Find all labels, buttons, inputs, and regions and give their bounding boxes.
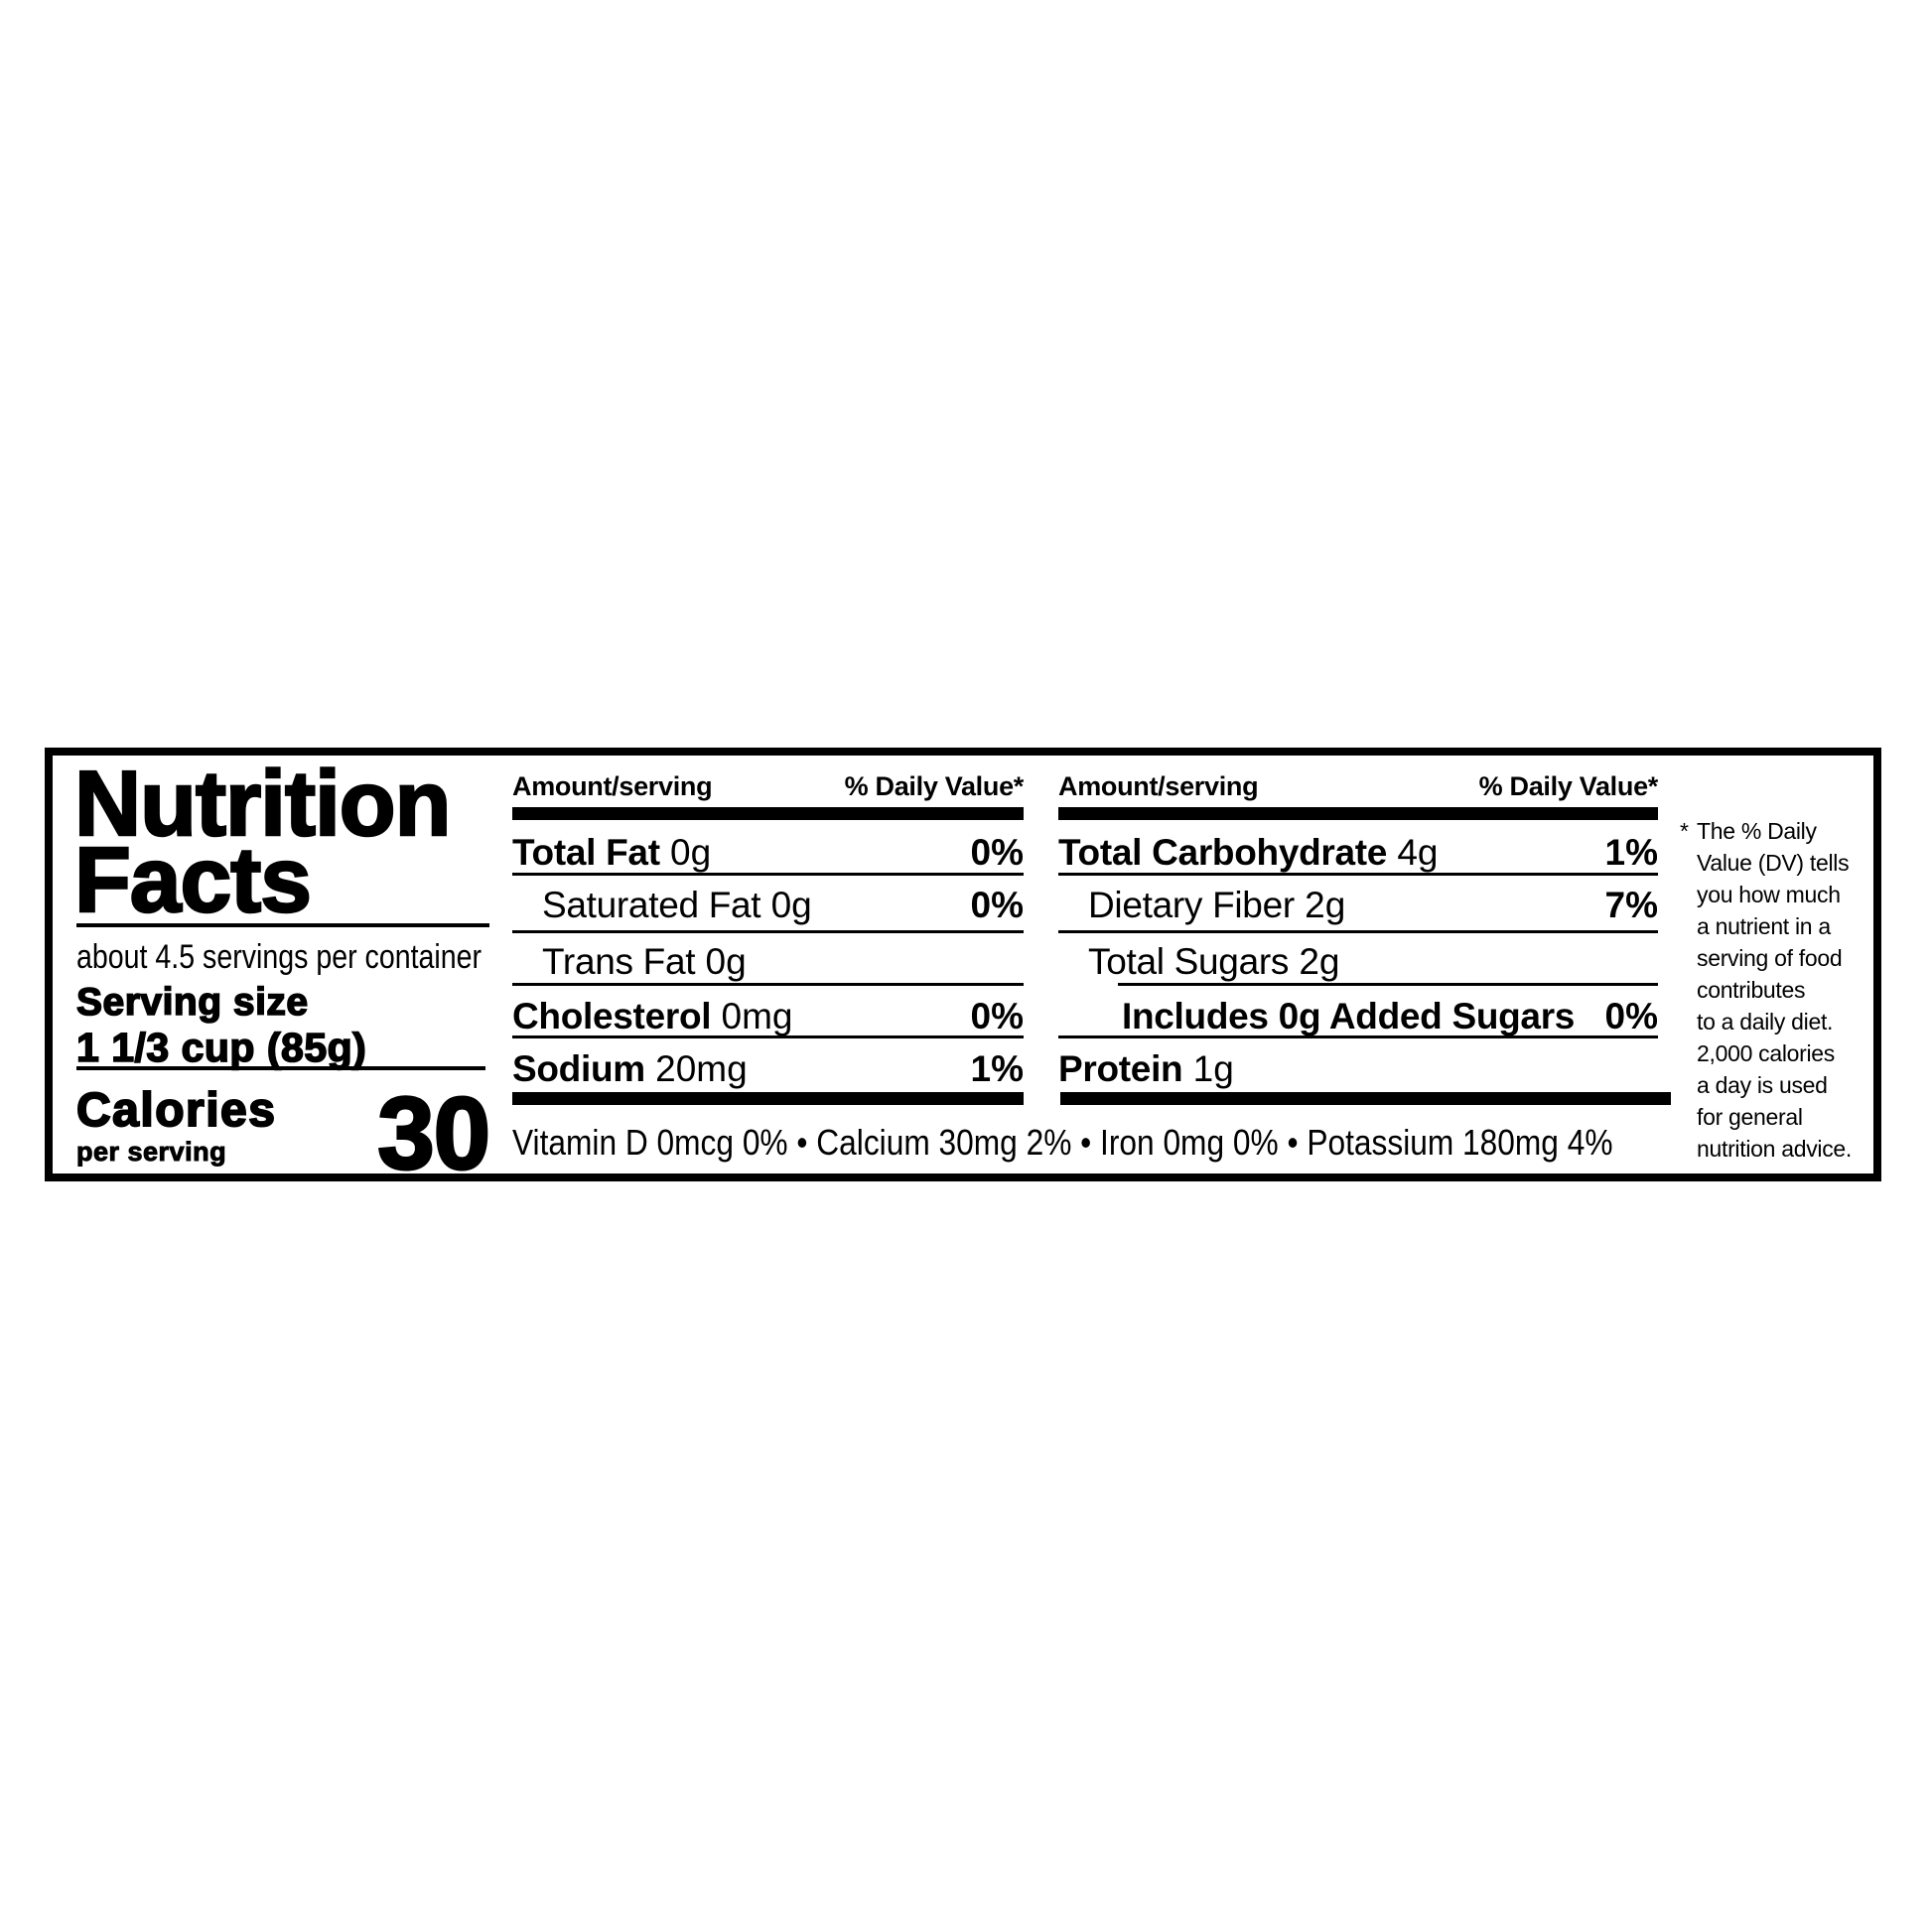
nutrient-dv: 1%: [1604, 832, 1658, 873]
calories-sublabel: per serving: [75, 1137, 227, 1168]
daily-value-header: % Daily Value*: [844, 771, 1025, 801]
nutrient-name: Total Fat: [512, 832, 660, 873]
nutrient-dv: 0%: [970, 885, 1024, 925]
nutrient-name: Includes 0g Added Sugars: [1122, 996, 1576, 1036]
table-row-sodium: Sodium 20mg 1%: [512, 1048, 1024, 1090]
nutrient-amount: 0mg: [721, 996, 793, 1036]
table-row-total-fat: Total Fat 0g 0%: [512, 832, 1024, 874]
footnote-asterisk: *: [1680, 818, 1689, 844]
nutrient-name: Trans Fat: [542, 941, 696, 982]
row-divider: [1058, 930, 1658, 933]
footer-bar: [512, 1092, 1024, 1105]
row-divider: [1058, 1035, 1658, 1038]
row-divider: [512, 1035, 1024, 1038]
column-1-header: Amount/serving % Daily Value*: [512, 771, 1024, 802]
nutrient-name: Dietary Fiber: [1088, 885, 1295, 925]
column-2-header: Amount/serving % Daily Value*: [1058, 771, 1658, 802]
footnote-text: The % Daily Value (DV) tells you how muc…: [1697, 818, 1852, 1162]
nutrient-name: Cholesterol: [512, 996, 712, 1036]
micronutrients-line: Vitamin D 0mcg 0% • Calcium 30mg 2% • Ir…: [512, 1122, 1613, 1163]
row-divider: [1058, 873, 1658, 876]
table-row-saturated-fat: Saturated Fat 0g 0%: [512, 885, 1024, 926]
row-divider-indented: [1118, 983, 1658, 986]
table-row-total-carbohydrate: Total Carbohydrate 4g 1%: [1058, 832, 1658, 874]
footer-bar: [1060, 1092, 1671, 1105]
table-row-trans-fat: Trans Fat 0g: [512, 941, 1024, 983]
nutrient-amount: 20mg: [655, 1048, 748, 1089]
nutrient-dv: 1%: [970, 1048, 1024, 1089]
calories-label: Calories: [75, 1083, 277, 1138]
daily-value-header: % Daily Value*: [1478, 771, 1659, 801]
nutrient-amount: 2g: [1299, 941, 1340, 982]
nutrient-column-1: Amount/serving % Daily Value* Total Fat …: [512, 756, 1024, 1173]
panel-title: Nutrition Facts: [73, 752, 453, 931]
nutrient-dv: 7%: [1604, 885, 1658, 925]
title-divider-rule: [76, 923, 489, 927]
nutrient-name: Saturated Fat: [542, 885, 761, 925]
nutrient-name: Sodium: [512, 1048, 645, 1089]
row-divider: [512, 930, 1024, 933]
header-bar: [512, 807, 1024, 820]
nutrient-dv: 0%: [1604, 996, 1658, 1036]
table-row-protein: Protein 1g: [1058, 1048, 1658, 1090]
serving-size-label: Serving size: [75, 980, 309, 1025]
nutrient-amount: 4g: [1397, 832, 1439, 873]
daily-value-footnote: * The % Daily Value (DV) tells you how m…: [1680, 815, 1888, 1165]
nutrient-amount: 1g: [1192, 1048, 1234, 1089]
row-divider: [512, 873, 1024, 876]
serving-size-value: 1 1/3 cup (85g): [75, 1024, 367, 1071]
nutrient-name: Total Sugars: [1088, 941, 1290, 982]
nutrient-amount: 0g: [770, 885, 812, 925]
servings-per-container: about 4.5 servings per container: [76, 938, 483, 976]
nutrient-amount: 2g: [1305, 885, 1346, 925]
nutrient-name: Protein: [1058, 1048, 1183, 1089]
nutrient-name: Total Carbohydrate: [1058, 832, 1388, 873]
calories-value: 30: [376, 1075, 492, 1192]
header-bar: [1058, 807, 1658, 820]
table-row-dietary-fiber: Dietary Fiber 2g 7%: [1058, 885, 1658, 926]
nutrient-dv: 0%: [970, 832, 1024, 873]
nutrient-dv: 0%: [970, 996, 1024, 1036]
table-row-cholesterol: Cholesterol 0mg 0%: [512, 996, 1024, 1037]
calories-divider-rule: [76, 1066, 485, 1070]
row-divider: [512, 983, 1024, 986]
amount-per-serving-header: Amount/serving: [512, 771, 713, 801]
nutrient-amount: 0g: [705, 941, 747, 982]
table-row-added-sugars: Includes 0g Added Sugars 0%: [1058, 996, 1658, 1037]
nutrient-amount: 0g: [670, 832, 712, 873]
table-row-total-sugars: Total Sugars 2g: [1058, 941, 1658, 983]
nutrient-column-2: Amount/serving % Daily Value* Total Carb…: [1058, 756, 1671, 1173]
nutrition-facts-panel: Nutrition Facts about 4.5 servings per c…: [45, 748, 1881, 1192]
amount-per-serving-header: Amount/serving: [1058, 771, 1259, 801]
